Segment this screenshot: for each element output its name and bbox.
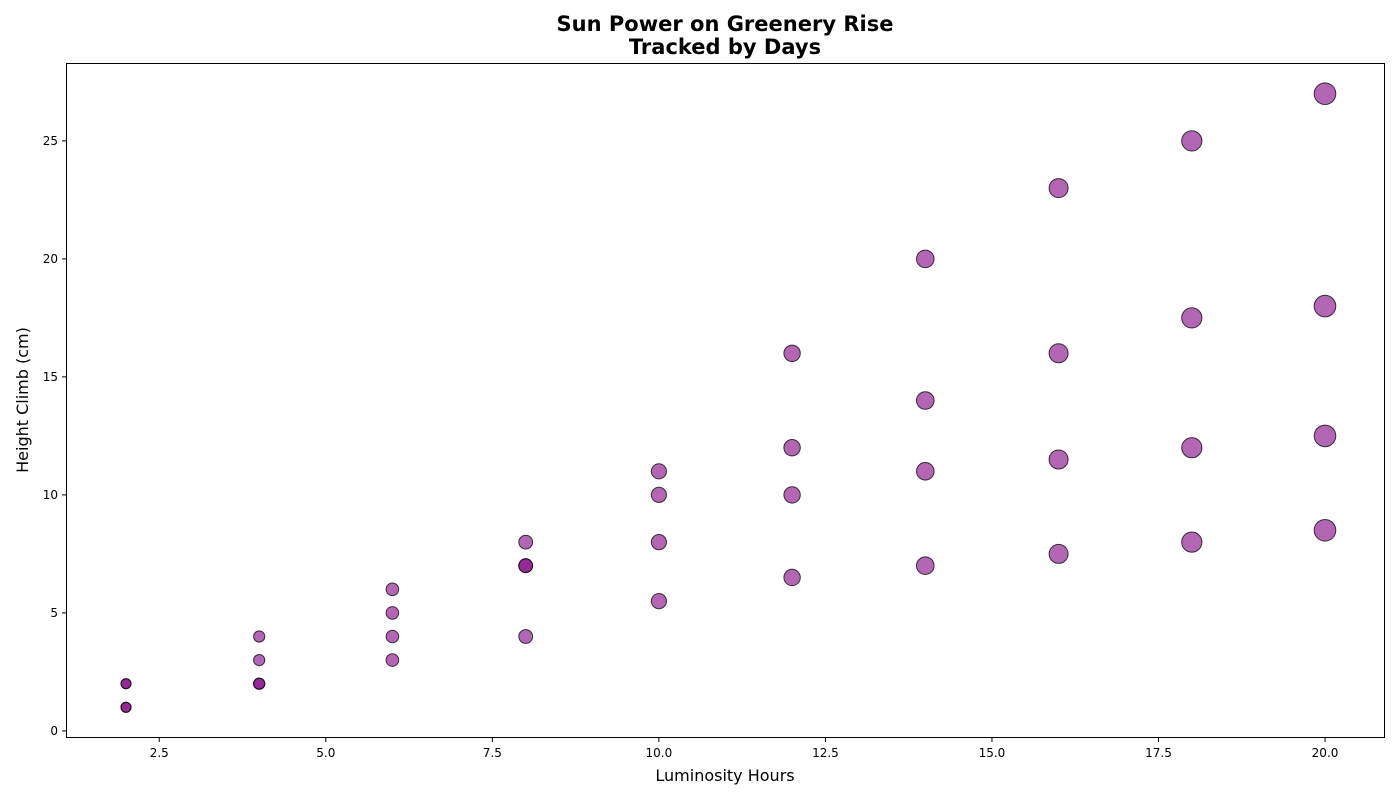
data-point [1048, 543, 1069, 564]
data-point [1313, 294, 1337, 318]
data-point [1181, 437, 1203, 459]
x-axis-label: Luminosity Hours [655, 766, 794, 785]
data-point [783, 568, 801, 587]
x-tick-label: 7.5 [483, 746, 502, 760]
x-axis-ticks: 2.5 5.0 7.5 10.0 12.5 15.0 17.5 20.0 [150, 738, 1339, 760]
x-tick-label: 10.0 [646, 746, 673, 760]
x-tick-label: 2.5 [150, 746, 169, 760]
data-points [120, 82, 1337, 713]
data-point [783, 344, 801, 362]
chart-title-line-1: Sun Power on Greenery Rise [557, 12, 894, 36]
data-point [120, 678, 132, 690]
plot-area-frame [66, 63, 1385, 738]
data-point [650, 463, 668, 480]
y-tick-label: 5 [50, 606, 58, 620]
y-tick-label: 0 [50, 724, 58, 738]
y-tick-label: 25 [43, 134, 58, 148]
data-point [120, 701, 132, 713]
x-tick-label: 15.0 [979, 746, 1006, 760]
y-tick-label: 10 [43, 488, 58, 502]
data-point [916, 462, 935, 481]
data-point [1313, 424, 1337, 448]
data-point [1181, 130, 1203, 152]
x-tick-label: 17.5 [1145, 746, 1172, 760]
data-point [916, 556, 935, 576]
data-point [253, 630, 266, 643]
data-point [385, 582, 400, 597]
data-point [253, 654, 266, 667]
data-point [1181, 307, 1203, 329]
data-point [1313, 82, 1337, 105]
data-point [385, 653, 400, 667]
x-tick-label: 5.0 [316, 746, 335, 760]
data-point [650, 593, 668, 610]
data-point [1048, 343, 1069, 364]
data-point [1313, 519, 1337, 542]
data-point [916, 249, 935, 269]
data-point [253, 677, 266, 690]
data-point [916, 391, 935, 410]
data-point [1048, 178, 1069, 199]
data-point [518, 534, 534, 550]
data-point [518, 629, 534, 644]
y-axis-ticks: 0 5 10 15 20 25 [43, 134, 66, 738]
x-tick-label: 12.5 [812, 746, 839, 760]
data-point [518, 558, 534, 574]
data-point [385, 606, 400, 620]
y-tick-label: 15 [43, 370, 58, 384]
data-point [1048, 449, 1069, 470]
chart-title-line-2: Tracked by Days [629, 35, 821, 59]
data-point [650, 534, 668, 551]
y-axis-label: Height Climb (cm) [13, 327, 32, 473]
y-tick-label: 20 [43, 252, 58, 266]
x-tick-label: 20.0 [1312, 746, 1339, 760]
data-point [650, 486, 668, 503]
data-point [1181, 531, 1203, 553]
data-point [783, 439, 801, 457]
data-point [385, 629, 400, 644]
data-point [783, 486, 801, 504]
